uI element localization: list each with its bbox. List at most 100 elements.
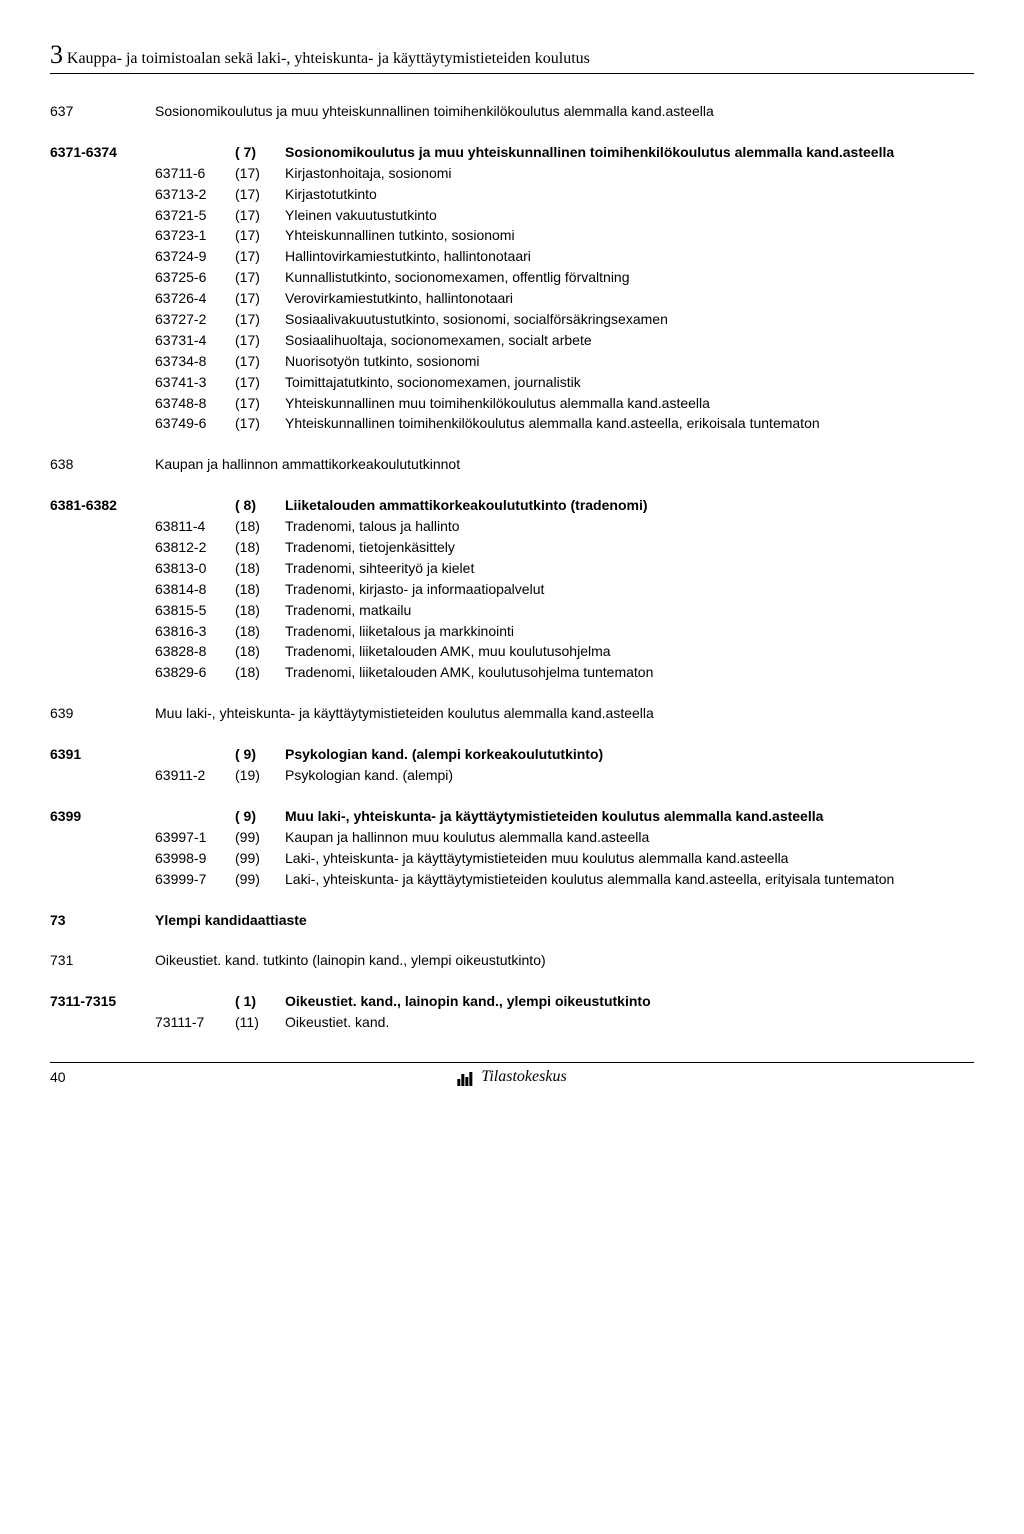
sub-paren: (99) [235, 870, 285, 889]
sub-paren: (99) [235, 849, 285, 868]
sub-paren: (17) [235, 206, 285, 225]
sub-desc: Laki-, yhteiskunta- ja käyttäytymistiete… [285, 849, 974, 868]
code: 6371-6374 [50, 143, 155, 162]
sub-code: 63811-4 [155, 517, 235, 536]
sub-paren: (18) [235, 538, 285, 557]
chapter-number: 3 [50, 40, 63, 69]
sub-code: 63726-4 [155, 289, 235, 308]
sub-desc: Tradenomi, talous ja hallinto [285, 517, 974, 536]
publisher: Tilastokeskus [457, 1068, 566, 1086]
detail-row: 63815-5(18)Tradenomi, matkailu [50, 601, 974, 620]
sub-paren: (18) [235, 642, 285, 661]
section-73: 73 Ylempi kandidaattiaste [50, 911, 974, 930]
detail-row: 63721-5(17)Yleinen vakuutustutkinto [50, 206, 974, 225]
sub-paren: (17) [235, 394, 285, 413]
desc: Sosionomikoulutus ja muu yhteiskunnallin… [155, 102, 974, 121]
sub-code: 63713-2 [155, 185, 235, 204]
section-731: 731 Oikeustiet. kand. tutkinto (lainopin… [50, 951, 974, 970]
detail-row: 63911-2(19)Psykologian kand. (alempi) [50, 766, 974, 785]
sub-code: 63997-1 [155, 828, 235, 847]
detail-row: 63711-6(17)Kirjastonhoitaja, sosionomi [50, 164, 974, 183]
detail-row: 63723-1(17)Yhteiskunnallinen tutkinto, s… [50, 226, 974, 245]
desc: Ylempi kandidaattiaste [155, 911, 974, 930]
sub-code: 63725-6 [155, 268, 235, 287]
section-638: 638 Kaupan ja hallinnon ammattikorkeakou… [50, 455, 974, 474]
sub-desc: Tradenomi, liiketalouden AMK, muu koulut… [285, 642, 974, 661]
sub-desc: Oikeustiet. kand. [285, 1013, 974, 1032]
sub-paren: (17) [235, 414, 285, 433]
detail-row: 63726-4(17)Verovirkamiestutkinto, hallin… [50, 289, 974, 308]
detail-row: 63811-4(18)Tradenomi, talous ja hallinto [50, 517, 974, 536]
code: 7311-7315 [50, 992, 155, 1011]
sub-paren: (17) [235, 247, 285, 266]
sub-desc: Nuorisotyön tutkinto, sosionomi [285, 352, 974, 371]
section-7311: 7311-7315 ( 1) Oikeustiet. kand., lainop… [50, 992, 974, 1032]
code: 6381-6382 [50, 496, 155, 515]
sub-code: 63911-2 [155, 766, 235, 785]
sub-desc: Kirjastonhoitaja, sosionomi [285, 164, 974, 183]
sub-desc: Verovirkamiestutkinto, hallintonotaari [285, 289, 974, 308]
desc: Oikeustiet. kand. tutkinto (lainopin kan… [155, 951, 974, 970]
desc: Muu laki-, yhteiskunta- ja käyttäytymist… [285, 807, 974, 826]
detail-row: 63724-9(17)Hallintovirkamiestutkinto, ha… [50, 247, 974, 266]
sub-desc: Tradenomi, sihteerityö ja kielet [285, 559, 974, 578]
sub-code: 63999-7 [155, 870, 235, 889]
sub-desc: Sosiaalihuoltaja, socionomexamen, social… [285, 331, 974, 350]
sub-code: 63723-1 [155, 226, 235, 245]
desc: Sosionomikoulutus ja muu yhteiskunnallin… [285, 143, 974, 162]
sub-paren: (17) [235, 185, 285, 204]
sub-desc: Tradenomi, tietojenkäsittely [285, 538, 974, 557]
sub-paren: (18) [235, 622, 285, 641]
code: 638 [50, 455, 155, 474]
sub-code: 63727-2 [155, 310, 235, 329]
detail-row: 63749-6(17)Yhteiskunnallinen toimihenkil… [50, 414, 974, 433]
sub-code: 63721-5 [155, 206, 235, 225]
sub-desc: Tradenomi, matkailu [285, 601, 974, 620]
sub-code: 63711-6 [155, 164, 235, 183]
detail-row: 63813-0(18)Tradenomi, sihteerityö ja kie… [50, 559, 974, 578]
sub-desc: Yhteiskunnallinen tutkinto, sosionomi [285, 226, 974, 245]
chapter-header: 3 Kauppa- ja toimistoalan sekä laki-, yh… [50, 40, 974, 74]
sub-code: 63724-9 [155, 247, 235, 266]
sub-desc: Tradenomi, liiketalous ja markkinointi [285, 622, 974, 641]
logo-icon [457, 1068, 473, 1086]
sub-code: 63731-4 [155, 331, 235, 350]
sub-paren: (17) [235, 331, 285, 350]
code: 6399 [50, 807, 155, 826]
page-number: 40 [50, 1069, 66, 1085]
paren: ( 8) [235, 496, 285, 515]
sub-code: 63749-6 [155, 414, 235, 433]
desc: Muu laki-, yhteiskunta- ja käyttäytymist… [155, 704, 974, 723]
detail-row: 63816-3(18)Tradenomi, liiketalous ja mar… [50, 622, 974, 641]
sub-desc: Laki-, yhteiskunta- ja käyttäytymistiete… [285, 870, 974, 889]
sub-desc: Tradenomi, liiketalouden AMK, koulutusoh… [285, 663, 974, 682]
detail-row: 63731-4(17)Sosiaalihuoltaja, socionomexa… [50, 331, 974, 350]
sub-paren: (18) [235, 663, 285, 682]
detail-row: 63713-2(17)Kirjastotutkinto [50, 185, 974, 204]
sub-paren: (17) [235, 310, 285, 329]
detail-row: 63725-6(17)Kunnallistutkinto, socionomex… [50, 268, 974, 287]
sub-desc: Yhteiskunnallinen toimihenkilökoulutus a… [285, 414, 974, 433]
paren: ( 7) [235, 143, 285, 162]
sub-desc: Tradenomi, kirjasto- ja informaatiopalve… [285, 580, 974, 599]
desc: Psykologian kand. (alempi korkeakoulutut… [285, 745, 974, 764]
sub-code: 63741-3 [155, 373, 235, 392]
desc: Liiketalouden ammattikorkeakoulututkinto… [285, 496, 974, 515]
sub-paren: (17) [235, 268, 285, 287]
section-6399: 6399 ( 9) Muu laki-, yhteiskunta- ja käy… [50, 807, 974, 889]
sub-desc: Toimittajatutkinto, socionomexamen, jour… [285, 373, 974, 392]
sub-paren: (11) [235, 1013, 285, 1032]
sub-code: 73111-7 [155, 1013, 235, 1032]
code: 73 [50, 911, 155, 930]
sub-code: 63829-6 [155, 663, 235, 682]
sub-code: 63816-3 [155, 622, 235, 641]
sub-code: 63812-2 [155, 538, 235, 557]
sub-paren: (18) [235, 517, 285, 536]
sub-paren: (19) [235, 766, 285, 785]
detail-row: 63829-6(18)Tradenomi, liiketalouden AMK,… [50, 663, 974, 682]
sub-paren: (17) [235, 373, 285, 392]
detail-row: 63998-9(99)Laki-, yhteiskunta- ja käyttä… [50, 849, 974, 868]
detail-row: 63828-8(18)Tradenomi, liiketalouden AMK,… [50, 642, 974, 661]
detail-row: 63812-2(18)Tradenomi, tietojenkäsittely [50, 538, 974, 557]
sub-paren: (18) [235, 559, 285, 578]
